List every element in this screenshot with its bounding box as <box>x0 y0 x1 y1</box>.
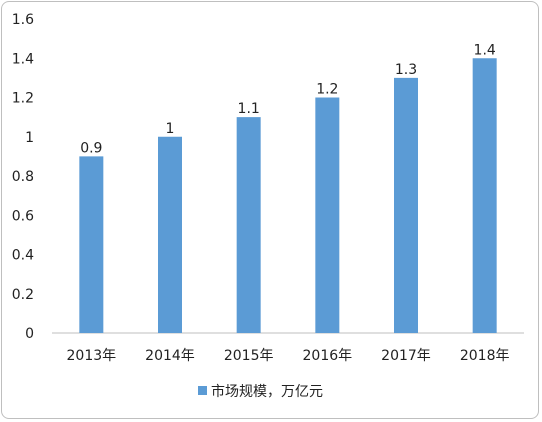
data-label: 1.2 <box>316 82 338 98</box>
bar <box>315 97 340 333</box>
y-tick-label: 0.6 <box>12 208 34 224</box>
y-tick-label: 1.4 <box>12 51 34 67</box>
y-tick-label: 0.8 <box>12 169 34 185</box>
bar <box>472 58 497 333</box>
data-label: 1 <box>166 121 175 137</box>
x-tick-label: 2018年 <box>460 348 510 364</box>
bar <box>236 117 261 333</box>
legend-swatch <box>198 386 207 395</box>
y-tick-label: 0.2 <box>12 287 34 303</box>
data-label: 1.4 <box>474 42 496 58</box>
bar <box>394 77 418 333</box>
x-axis-ticks: 2013年 2014年 2015年 2016年 2017年 2018年 <box>67 348 510 364</box>
x-tick-label: 2013年 <box>67 348 117 364</box>
y-tick-label: 1 <box>25 130 34 146</box>
data-labels: 0.9 1 1.1 1.2 1.3 1.4 <box>80 42 496 156</box>
legend-label: 市场规模，万亿元 <box>211 383 323 400</box>
data-label: 1.1 <box>238 101 260 117</box>
y-tick-label: 0.4 <box>12 248 34 264</box>
bars <box>79 58 497 333</box>
data-label: 0.9 <box>80 140 102 156</box>
y-tick-label: 0 <box>25 326 34 342</box>
bar <box>158 136 182 333</box>
x-tick-label: 2016年 <box>303 348 353 364</box>
bar <box>79 156 104 333</box>
data-label: 1.3 <box>395 62 417 78</box>
x-tick-label: 2015年 <box>224 348 274 364</box>
legend: 市场规模，万亿元 <box>198 383 323 400</box>
x-tick-label: 2017年 <box>381 348 431 364</box>
x-tick-label: 2014年 <box>145 348 195 364</box>
y-tick-label: 1.6 <box>12 12 34 28</box>
y-tick-label: 1.2 <box>12 91 34 107</box>
y-axis-ticks: 0 0.2 0.4 0.6 0.8 1 1.2 1.4 1.6 <box>12 12 34 342</box>
